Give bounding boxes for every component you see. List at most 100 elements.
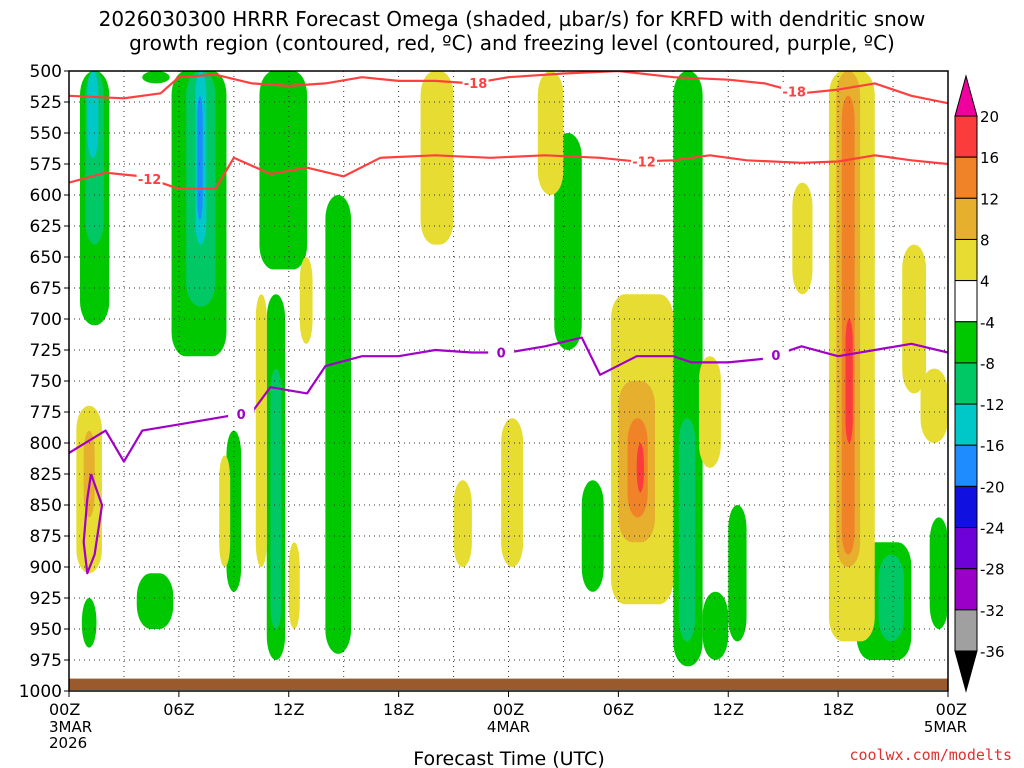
colorbar-segment-5 <box>954 321 978 364</box>
omega-region-7 <box>259 71 308 270</box>
y-tick-label-700: 700 <box>30 310 62 330</box>
grid-lines <box>69 71 948 691</box>
contour-label-0-0: 0 <box>237 408 246 423</box>
colorbar: 20 16 12 8 4 -4 -8 -12 -16 -20 -24 -28 -32 -36 <box>954 74 1005 693</box>
contour-label-bg-0-0 <box>228 406 255 421</box>
colorbar-segment-3 <box>954 238 978 282</box>
colorbar-label-8: 8 <box>980 231 990 249</box>
x-tick-label-1: 06Z <box>163 700 194 719</box>
omega-region-12 <box>136 573 174 629</box>
y-tick-label-675: 675 <box>30 279 62 299</box>
contour-label-bg-0-1 <box>488 345 515 360</box>
omega-region-15 <box>581 480 604 592</box>
contour-label-bg--18-1 <box>781 84 808 99</box>
colorbar-segment-6 <box>954 362 978 405</box>
chart-title-line-2: growth region (contoured, red, ºC) and f… <box>129 31 895 55</box>
omega-region-45 <box>920 368 948 443</box>
y-tick-label-600: 600 <box>30 186 62 206</box>
y-tick-label-550: 550 <box>30 124 62 144</box>
x-tick-label-2: 12Z <box>273 700 304 719</box>
colorbar-segment-4 <box>954 280 978 323</box>
contour-label--12-0: -12 <box>138 173 162 188</box>
x-tick-label-5: 06Z <box>603 700 634 719</box>
contour-label-0-2: 0 <box>771 349 780 364</box>
colorbar-label-4: 4 <box>980 273 990 291</box>
y-tick-label-925: 925 <box>30 589 62 609</box>
y-tick-label-800: 800 <box>30 434 62 454</box>
omega-region-14 <box>554 133 582 350</box>
y-tick-label-525: 525 <box>30 93 62 113</box>
y-tick-label-650: 650 <box>30 248 62 268</box>
x-tick-label-3: 18Z <box>383 700 414 719</box>
omega-region-22 <box>929 517 948 629</box>
colorbar-segment-8 <box>954 444 978 487</box>
omega-region-27 <box>255 294 267 567</box>
ground-strip <box>69 678 948 690</box>
colorbar-label--36: -36 <box>980 643 1005 661</box>
omega-region-23 <box>142 71 170 84</box>
colorbar-label-12: 12 <box>980 190 999 208</box>
y-tick-label-750: 750 <box>30 372 62 392</box>
colorbar-label--32: -32 <box>980 602 1005 620</box>
x-tick-sublabel-0-0: 3MAR <box>49 718 92 736</box>
omega-region-26 <box>219 455 231 567</box>
credit-text: coolwx.com/modelts <box>849 746 1012 764</box>
y-tick-label-825: 825 <box>30 465 62 485</box>
y-tick-label-975: 975 <box>30 651 62 671</box>
omega-region-17 <box>678 418 696 642</box>
omega-region-31 <box>453 480 472 567</box>
y-tick-label-625: 625 <box>30 217 62 237</box>
colorbar-segment-12 <box>954 609 978 652</box>
contour-0-loop <box>82 473 104 575</box>
colorbar-label--24: -24 <box>980 520 1005 538</box>
contour-label-bg--12-1 <box>631 154 658 169</box>
y-tick-label-500: 500 <box>30 62 62 82</box>
colorbar-label--20: -20 <box>980 478 1005 496</box>
contour-label--12-1: -12 <box>632 155 656 170</box>
ground-layer <box>69 678 948 690</box>
y-tick-label-875: 875 <box>30 527 62 547</box>
colorbar-segment-1 <box>954 156 978 199</box>
y-tick-label-850: 850 <box>30 496 62 516</box>
omega-region-19 <box>728 505 747 642</box>
omega-region-2 <box>87 71 99 158</box>
y-tick-label-725: 725 <box>30 341 62 361</box>
colorbar-label-16: 16 <box>980 149 999 167</box>
x-tick-label-4: 00Z <box>493 700 524 719</box>
contour-label-0-1: 0 <box>497 346 506 361</box>
colorbar-label--28: -28 <box>980 561 1005 579</box>
omega-region-13 <box>81 598 97 648</box>
omega-region-10 <box>325 195 352 654</box>
y-axis-ticks: 500 525 550 575 600 625 650 675 700 725 750 775 800 8… <box>19 62 69 702</box>
omega-region-32 <box>501 418 524 567</box>
omega-region-18 <box>702 591 729 660</box>
colorbar-label--4: -4 <box>980 314 995 332</box>
y-tick-label-1000: 1000 <box>19 682 62 702</box>
contour-label-bg-0-2 <box>762 347 789 362</box>
x-axis-label: Forecast Time (UTC) <box>413 748 604 768</box>
omega-region-28 <box>299 257 313 344</box>
y-tick-label-775: 775 <box>30 403 62 423</box>
colorbar-label--12: -12 <box>980 396 1005 414</box>
colorbar-label-20: 20 <box>980 108 999 126</box>
omega-region-29 <box>288 542 300 629</box>
colorbar-segment-7 <box>954 403 978 446</box>
contour-label-bg--18-0 <box>462 75 489 90</box>
omega-region-39 <box>792 182 813 295</box>
colorbar-segment-2 <box>954 197 978 240</box>
x-tick-label-6: 12Z <box>713 700 744 719</box>
omega-region-9 <box>270 368 282 629</box>
omega-region-21 <box>878 554 905 642</box>
y-tick-label-900: 900 <box>30 558 62 578</box>
x-tick-label-7: 18Z <box>822 700 853 719</box>
x-tick-sublabel-4-0: 4MAR <box>487 718 530 736</box>
omega-region-30 <box>420 71 454 245</box>
x-tick-sublabel-0-1: 2026 <box>49 734 87 752</box>
y-tick-label-950: 950 <box>30 620 62 640</box>
contour-label--18-0: -18 <box>464 77 488 92</box>
omega-region-6 <box>197 95 203 220</box>
colorbar-label--8: -8 <box>980 355 995 373</box>
omega-shading <box>76 71 948 667</box>
